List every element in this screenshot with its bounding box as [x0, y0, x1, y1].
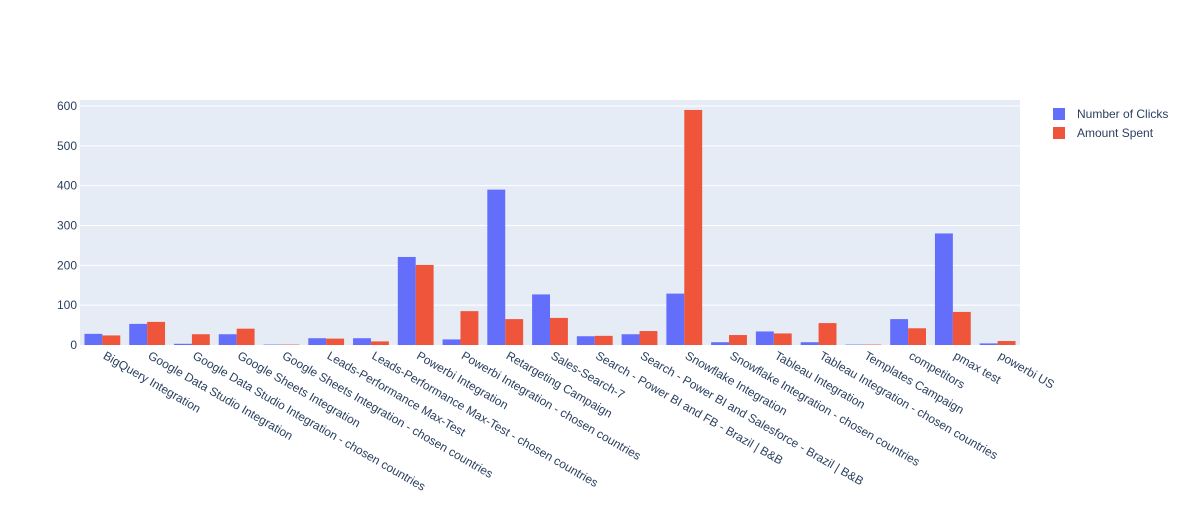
- bar-amount-spent[interactable]: [416, 265, 434, 345]
- bar-amount-spent[interactable]: [102, 335, 120, 345]
- bar-clicks[interactable]: [219, 334, 237, 345]
- x-tick-label: powerbi US: [996, 348, 1057, 391]
- bar-clicks[interactable]: [577, 336, 595, 345]
- bar-clicks[interactable]: [666, 294, 684, 345]
- bar-amount-spent[interactable]: [774, 333, 792, 345]
- bar-amount-spent[interactable]: [908, 328, 926, 345]
- bar-amount-spent[interactable]: [819, 323, 837, 345]
- bar-clicks[interactable]: [353, 338, 371, 345]
- bar-amount-spent[interactable]: [147, 322, 165, 345]
- bar-clicks[interactable]: [532, 294, 550, 345]
- y-axis-ticks: 0 100 200 300 400 500 600: [57, 99, 77, 352]
- bar-amount-spent[interactable]: [595, 336, 613, 345]
- y-tick-label: 400: [57, 179, 77, 193]
- bar-amount-spent[interactable]: [684, 110, 702, 345]
- y-tick-label: 100: [57, 298, 77, 312]
- bar-amount-spent[interactable]: [371, 341, 389, 345]
- legend-item-amount-spent[interactable]: Amount Spent: [1053, 126, 1154, 140]
- bar-clicks[interactable]: [890, 319, 908, 345]
- bar-clicks[interactable]: [711, 342, 729, 345]
- bar-clicks[interactable]: [801, 342, 819, 345]
- bar-clicks[interactable]: [129, 324, 147, 345]
- bar-clicks[interactable]: [84, 334, 102, 345]
- bar-clicks[interactable]: [487, 190, 505, 345]
- legend-swatch: [1053, 108, 1065, 120]
- bar-amount-spent[interactable]: [237, 329, 255, 345]
- bar-amount-spent[interactable]: [953, 312, 971, 345]
- bar-amount-spent[interactable]: [640, 331, 658, 345]
- legend-label: Number of Clicks: [1077, 107, 1168, 121]
- bar-clicks[interactable]: [622, 334, 640, 345]
- legend-swatch: [1053, 127, 1065, 139]
- bar-clicks[interactable]: [308, 338, 326, 345]
- bar-clicks[interactable]: [443, 339, 461, 345]
- bar-amount-spent[interactable]: [729, 335, 747, 345]
- y-tick-label: 200: [57, 258, 77, 272]
- bar-clicks[interactable]: [935, 233, 953, 345]
- bar-clicks[interactable]: [398, 257, 416, 345]
- bar-amount-spent[interactable]: [505, 319, 523, 345]
- y-tick-label: 600: [57, 99, 77, 113]
- legend-label: Amount Spent: [1077, 126, 1154, 140]
- bar-clicks[interactable]: [980, 343, 998, 345]
- y-tick-label: 300: [57, 218, 77, 232]
- bar-amount-spent[interactable]: [998, 341, 1016, 345]
- bar-amount-spent[interactable]: [460, 311, 478, 345]
- bar-clicks[interactable]: [756, 331, 774, 345]
- bar-amount-spent[interactable]: [550, 318, 568, 345]
- y-tick-label: 0: [70, 338, 77, 352]
- bar-amount-spent[interactable]: [192, 334, 210, 345]
- legend: Number of Clicks Amount Spent: [1053, 107, 1168, 140]
- bar-amount-spent[interactable]: [326, 339, 344, 345]
- y-tick-label: 500: [57, 139, 77, 153]
- bar-clicks[interactable]: [174, 344, 192, 345]
- legend-item-clicks[interactable]: Number of Clicks: [1053, 107, 1168, 121]
